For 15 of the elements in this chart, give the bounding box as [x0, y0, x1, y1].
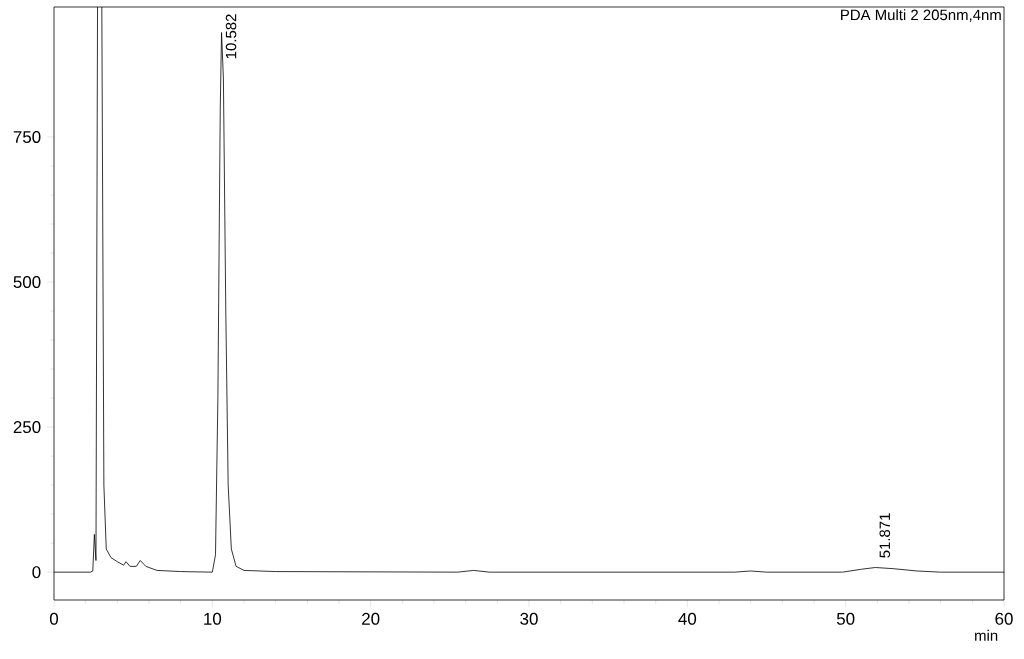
x-tick-label: 30	[520, 612, 538, 625]
annotation: 10.582	[225, 14, 237, 59]
y-tick-label: 500	[13, 276, 41, 289]
x-axis-title: min	[975, 629, 998, 641]
x-tick-label: 40	[678, 612, 697, 625]
y-tick-label: 0	[32, 566, 41, 579]
y-tick-label: 750	[13, 130, 41, 143]
x-tick-label: 10	[204, 612, 222, 625]
x-tick-label: 60	[995, 612, 1013, 625]
x-tick-label: 0	[49, 612, 59, 625]
annotation: 51.871	[879, 513, 891, 558]
annotation: PDA Multi 2 205nm,4nm	[841, 9, 1001, 22]
y-tick-label: 250	[13, 421, 41, 434]
x-tick-label: 20	[362, 612, 380, 625]
x-tick-label: 50	[836, 612, 855, 625]
